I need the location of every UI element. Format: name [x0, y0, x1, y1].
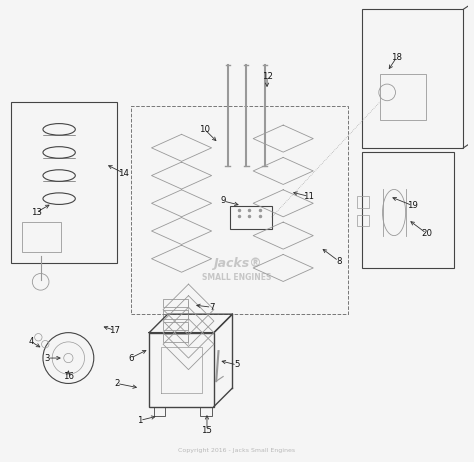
- Bar: [200, 407, 211, 416]
- Text: 9: 9: [220, 196, 226, 206]
- Text: 5: 5: [234, 360, 240, 370]
- Text: 10: 10: [199, 125, 210, 134]
- Bar: [380, 74, 427, 120]
- Bar: [362, 152, 454, 268]
- Text: 17: 17: [109, 326, 120, 335]
- Text: 20: 20: [421, 229, 432, 238]
- Text: Jacks®: Jacks®: [213, 257, 261, 270]
- Bar: [149, 333, 214, 407]
- Text: 14: 14: [118, 169, 129, 178]
- Text: 16: 16: [63, 372, 74, 381]
- Bar: [154, 407, 165, 416]
- Text: 18: 18: [391, 53, 402, 62]
- Text: Copyright 2016 - Jacks Small Engines: Copyright 2016 - Jacks Small Engines: [178, 448, 296, 453]
- Bar: [357, 215, 369, 226]
- Bar: [163, 310, 189, 319]
- Text: 6: 6: [128, 353, 134, 363]
- Bar: [163, 299, 189, 307]
- Bar: [10, 102, 117, 263]
- Bar: [163, 322, 189, 330]
- Text: 13: 13: [30, 208, 42, 217]
- Text: 11: 11: [303, 192, 314, 201]
- Bar: [22, 222, 62, 252]
- Text: SMALL ENGINES: SMALL ENGINES: [202, 273, 272, 282]
- Bar: [357, 196, 369, 208]
- Bar: [131, 106, 348, 314]
- Text: 19: 19: [407, 201, 418, 210]
- Bar: [230, 206, 272, 229]
- Text: 12: 12: [262, 72, 273, 81]
- Bar: [163, 334, 189, 342]
- Text: 4: 4: [28, 337, 34, 346]
- Text: 15: 15: [201, 426, 212, 435]
- Text: 2: 2: [114, 379, 119, 388]
- Text: 7: 7: [209, 303, 214, 312]
- Text: 3: 3: [45, 353, 50, 363]
- Bar: [362, 9, 464, 148]
- Text: 8: 8: [336, 256, 341, 266]
- Text: 1: 1: [137, 416, 143, 425]
